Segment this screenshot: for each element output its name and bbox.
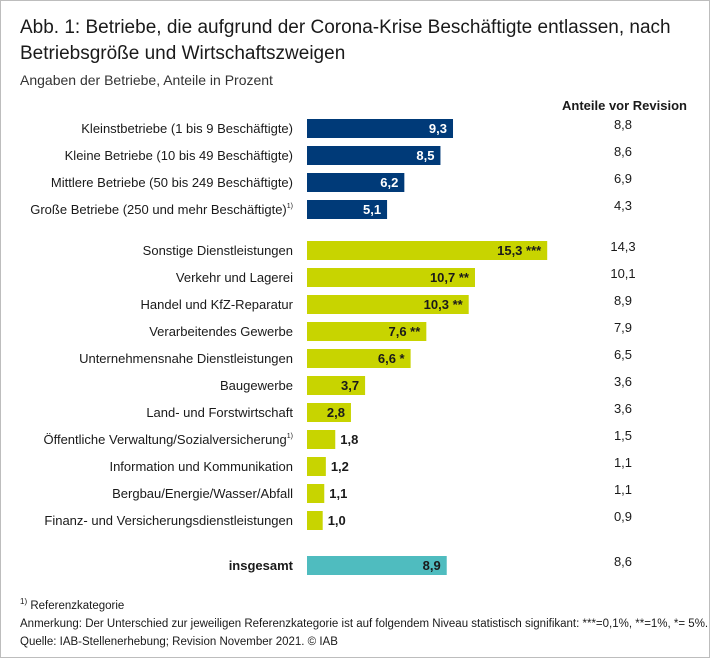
- footnote-marker: 1): [20, 597, 28, 606]
- data-label: 7,6 **: [389, 324, 422, 339]
- category-label: Verkehr und Lagerei: [176, 270, 293, 285]
- bar: [307, 457, 326, 476]
- revision-value: 4,3: [614, 198, 632, 213]
- revision-value: 8,6: [614, 144, 632, 159]
- revision-value: 14,3: [610, 239, 635, 254]
- bar: [307, 484, 325, 503]
- category-label: Unternehmensnahe Dienstleistungen: [79, 351, 293, 366]
- bar-chart: Kleinstbetriebe (1 bis 9 Beschäftigte) 9,…: [30, 117, 636, 575]
- chart-subtitle: Angaben der Betriebe, Anteile in Prozent: [20, 72, 273, 88]
- data-label: 1,8: [340, 432, 358, 447]
- revision-value: 3,6: [614, 401, 632, 416]
- category-label: Mittlere Betriebe (50 bis 249 Beschäftig…: [51, 175, 293, 190]
- category-label: Information und Kommunikation: [109, 459, 293, 474]
- revision-value: 8,8: [614, 117, 632, 132]
- chart-title: Abb. 1: Betriebe, die aufgrund der Coron…: [20, 17, 671, 64]
- category-label: Baugewerbe: [220, 378, 293, 393]
- revision-value: 7,9: [614, 320, 632, 335]
- revision-value: 6,5: [614, 347, 632, 362]
- bar: [307, 403, 351, 422]
- data-label: 10,7 **: [430, 270, 470, 285]
- data-label: 1,2: [331, 459, 349, 474]
- bar: [307, 200, 388, 219]
- bar: [307, 119, 454, 138]
- data-label: 8,5: [416, 148, 434, 163]
- source-note: Quelle: IAB-Stellenerhebung; Revision No…: [20, 635, 338, 648]
- data-label: 15,3 ***: [497, 243, 542, 258]
- category-label: Finanz- und Versicherungsdienstleistunge…: [44, 513, 293, 528]
- data-label: 1,1: [329, 486, 347, 501]
- data-label: 5,1: [363, 202, 381, 217]
- revision-value: 8,9: [614, 293, 632, 308]
- category-label: Kleinstbetriebe (1 bis 9 Beschäftigte): [81, 121, 293, 136]
- data-label: 3,7: [341, 378, 359, 393]
- revision-value: 10,1: [610, 266, 635, 281]
- revision-value: 8,6: [614, 554, 632, 569]
- category-label: Öffentliche Verwaltung/Sozialversicherun…: [43, 432, 293, 447]
- bar: [307, 146, 441, 165]
- data-label: 2,8: [327, 405, 345, 420]
- revision-value: 6,9: [614, 171, 632, 186]
- revision-value: 3,6: [614, 374, 632, 389]
- data-label: 10,3 **: [424, 297, 464, 312]
- category-footnote-marker: 1): [287, 203, 293, 210]
- bar: [307, 511, 323, 530]
- footnote-text: Referenzkategorie: [27, 599, 125, 612]
- revision-value: 0,9: [614, 509, 632, 524]
- data-label: 1,0: [328, 513, 346, 528]
- bar: [307, 241, 548, 260]
- bar: [307, 349, 411, 368]
- bar: [307, 295, 469, 314]
- revision-column-header: Anteile vor Revision: [562, 98, 687, 113]
- category-label: Bergbau/Energie/Wasser/Abfall: [112, 486, 293, 501]
- category-label: Sonstige Dienstleistungen: [143, 243, 293, 258]
- bar: [307, 376, 366, 395]
- category-label: Kleine Betriebe (10 bis 49 Beschäftigte): [65, 148, 293, 163]
- data-label: 8,9: [423, 558, 441, 573]
- bar: [307, 173, 405, 192]
- chart-footer: 1) Referenzkategorie Anmerkung: Der Unte…: [20, 593, 708, 651]
- bar: [307, 322, 427, 341]
- revision-value: 1,1: [614, 482, 632, 497]
- data-label: 9,3: [429, 121, 447, 136]
- revision-value: 1,5: [614, 428, 632, 443]
- category-label: Land- und Forstwirtschaft: [146, 405, 293, 420]
- bar: [307, 556, 447, 575]
- revision-value: 1,1: [614, 455, 632, 470]
- category-label: Handel und KfZ-Reparatur: [141, 297, 294, 312]
- data-label: 6,2: [380, 175, 398, 190]
- data-label: 6,6 *: [378, 351, 406, 366]
- category-label: insgesamt: [229, 558, 294, 573]
- footnote-reference: 1) Referenzkategorie: [20, 593, 708, 615]
- bar: [307, 268, 475, 287]
- category-label: Verarbeitendes Gewerbe: [149, 324, 293, 339]
- significance-remark: Anmerkung: Der Unterschied zur jeweilige…: [20, 617, 709, 630]
- bar: [307, 430, 336, 449]
- category-label: Große Betriebe (250 und mehr Beschäftigt…: [30, 202, 293, 217]
- category-footnote-marker: 1): [287, 433, 293, 440]
